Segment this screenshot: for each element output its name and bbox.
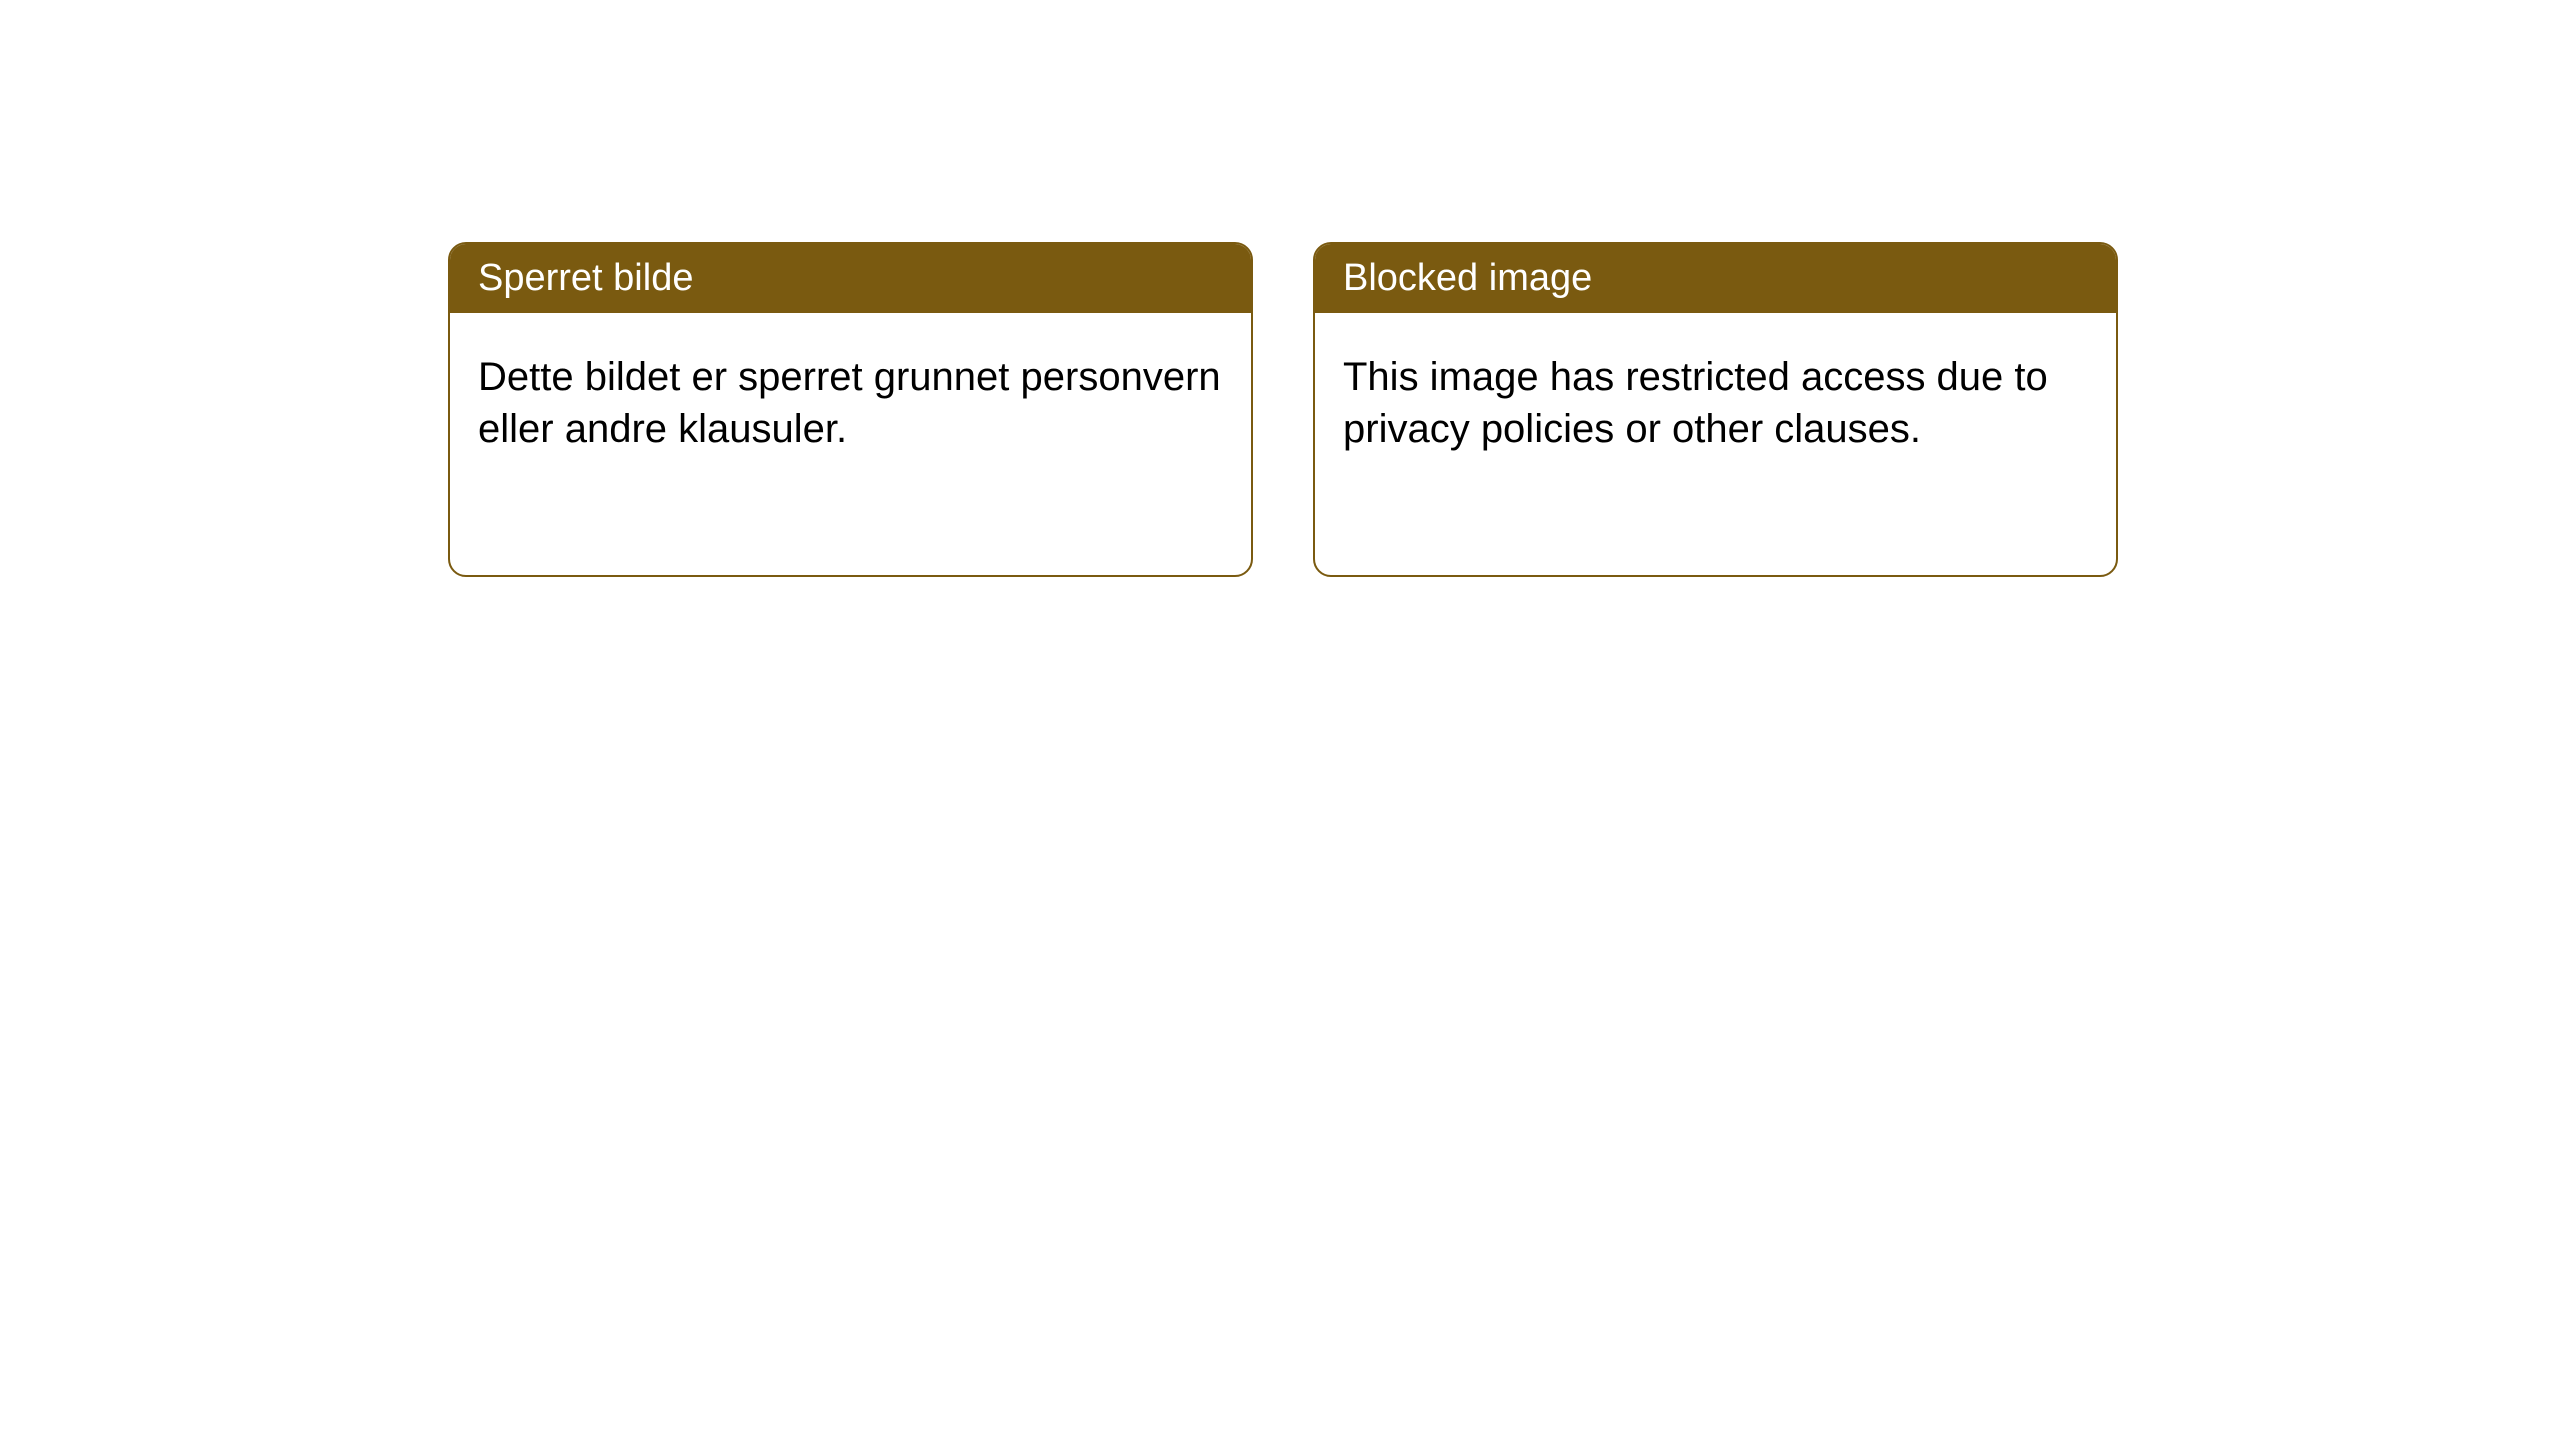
card-body: This image has restricted access due to … — [1315, 313, 2116, 493]
card-header: Sperret bilde — [450, 244, 1251, 313]
notice-card-norwegian: Sperret bilde Dette bildet er sperret gr… — [448, 242, 1253, 577]
card-header: Blocked image — [1315, 244, 2116, 313]
notice-cards-container: Sperret bilde Dette bildet er sperret gr… — [448, 242, 2118, 577]
card-body: Dette bildet er sperret grunnet personve… — [450, 313, 1251, 493]
notice-card-english: Blocked image This image has restricted … — [1313, 242, 2118, 577]
